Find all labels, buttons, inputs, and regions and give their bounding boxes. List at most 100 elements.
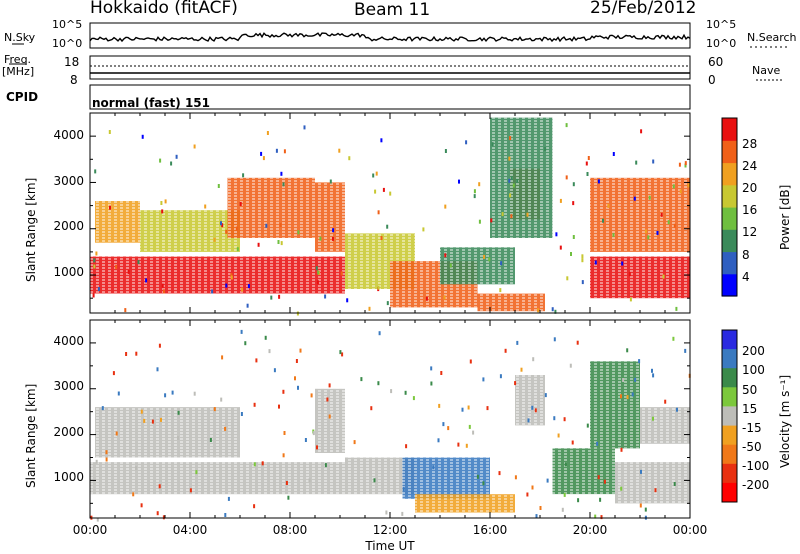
power-scatter-gate: [386, 301, 389, 306]
power-scatter-gate: [572, 182, 575, 187]
velocity-scatter-gate: [177, 410, 180, 415]
power-scatter-gate: [348, 156, 351, 161]
power-scatter-gate: [509, 136, 512, 141]
velocity-scatter-gate: [316, 445, 318, 450]
velocity-scatter-gate: [143, 418, 146, 423]
power-scatter-gate: [444, 253, 447, 258]
velocity-scatter-gate: [553, 337, 556, 342]
velocity-cbar-segment: [722, 425, 737, 446]
velocity-scatter-gate: [563, 417, 566, 422]
power-scatter-gate: [332, 228, 335, 233]
velocity-scatter-gate: [468, 424, 471, 429]
velocity-scatter-gate: [673, 482, 676, 486]
power-scatter-gate: [377, 285, 380, 290]
velocity-scatter-gate: [626, 395, 629, 400]
velocity-scatter-gate: [240, 412, 243, 416]
power-scatter-gate: [594, 260, 597, 265]
velocity-scatter-gate: [105, 450, 108, 455]
power-scatter-gate: [213, 237, 216, 242]
velocity-scatter-gate: [370, 406, 373, 411]
nave-tick-bottom: 0: [708, 73, 716, 87]
power-scatter-gate: [193, 144, 196, 149]
velocity-scatter-gate: [514, 475, 517, 480]
station-title: Hokkaido (fitACF): [90, 0, 238, 18]
velocity-scatter-gate: [151, 419, 154, 424]
power-scatter-gate: [127, 269, 130, 274]
power-scatter-gate: [458, 179, 460, 184]
velocity-scatter-gate: [684, 348, 687, 353]
power-cbar-segment: [722, 140, 737, 164]
velocity-scatter-gate: [125, 352, 128, 356]
velocity-scatter-gate: [353, 440, 356, 445]
velocity-scatter-gate: [304, 438, 307, 442]
velocity-scatter-gate: [440, 371, 443, 375]
nave-label: Nave: [752, 64, 781, 77]
velocity-scatter-gate: [437, 438, 440, 443]
power-scatter-gate: [280, 241, 283, 246]
velocity-scatter-gate: [312, 431, 315, 436]
velocity-scatter-gate: [326, 397, 329, 402]
xtick-6: 00:00: [673, 523, 708, 537]
velocity-scatter-gate: [328, 414, 331, 419]
velocity-heatmap: [90, 329, 691, 522]
velocity-scatter-gate: [526, 492, 529, 497]
power-scatter-gate: [652, 159, 655, 164]
power-scatter-gate: [221, 223, 224, 228]
power-scatter-gate: [211, 289, 214, 294]
power-region-texture-2: [140, 210, 240, 252]
power-scatter-gate: [662, 274, 665, 279]
power-cbar-segment: [722, 229, 737, 253]
power-scatter-gate: [572, 235, 575, 239]
vel-cbar-tick-m50: -50: [742, 440, 762, 454]
xtick-1: 04:00: [173, 523, 208, 537]
velocity-cbar-segment: [722, 368, 737, 388]
velocity-scatter-gate: [486, 406, 489, 411]
power-ytick-3000: 3000: [53, 174, 84, 188]
velocity-scatter-gate: [328, 383, 331, 388]
power-region-texture-11: [590, 256, 690, 299]
velocity-scatter-gate: [224, 426, 227, 431]
power-scatter-gate: [500, 261, 503, 266]
power-scatter-gate: [422, 227, 425, 232]
velocity-scatter-gate: [140, 409, 143, 414]
velocity-scatter-gate: [544, 393, 547, 398]
velocity-colorbar-frame: [721, 329, 738, 503]
power-scatter-gate: [490, 218, 493, 223]
nsearch-tick-top: 10^5: [706, 18, 737, 31]
velocity-scatter-gate: [189, 488, 192, 493]
velocity-scatter-gate: [531, 485, 534, 490]
velocity-scatter-gate: [295, 359, 298, 363]
power-scatter-gate: [629, 297, 632, 302]
power-scatter-gate: [340, 271, 343, 276]
power-scatter-gate: [544, 147, 547, 151]
power-scatter-gate: [684, 163, 687, 168]
power-scatter-gate: [94, 169, 97, 174]
power-ytick-4000: 4000: [53, 128, 84, 142]
velocity-scatter-gate: [227, 496, 230, 501]
power-scatter-gate: [526, 212, 529, 217]
power-scatter-gate: [656, 230, 659, 235]
velocity-cbar-segment: [722, 463, 737, 484]
velocity-scatter-gate: [285, 481, 288, 485]
power-scatter-gate: [559, 198, 562, 203]
power-scatter-gate: [585, 161, 588, 166]
power-scatter-gate: [141, 134, 144, 139]
power-scatter-gate: [170, 161, 173, 166]
velocity-region-texture-7: [552, 448, 615, 495]
power-scatter-gate: [554, 309, 557, 314]
power-scatter-gate: [678, 162, 681, 167]
power-scatter-gate: [587, 156, 590, 160]
velocity-scatter-gate: [553, 416, 556, 421]
velocity-region-texture-5: [415, 494, 515, 513]
power-scatter-gate: [282, 182, 285, 187]
velocity-scatter-gate: [339, 350, 342, 355]
velocity-cbar-label: Velocity [m s⁻¹]: [778, 375, 792, 468]
velocity-cbar-segment: [722, 387, 737, 407]
power-scatter-gate: [572, 201, 575, 206]
velocity-scatter-gate: [639, 503, 642, 508]
power-scatter-gate: [242, 173, 245, 178]
velocity-scatter-gate: [117, 391, 120, 396]
power-scatter-gate: [581, 280, 584, 285]
power-scatter-gate: [483, 254, 486, 259]
